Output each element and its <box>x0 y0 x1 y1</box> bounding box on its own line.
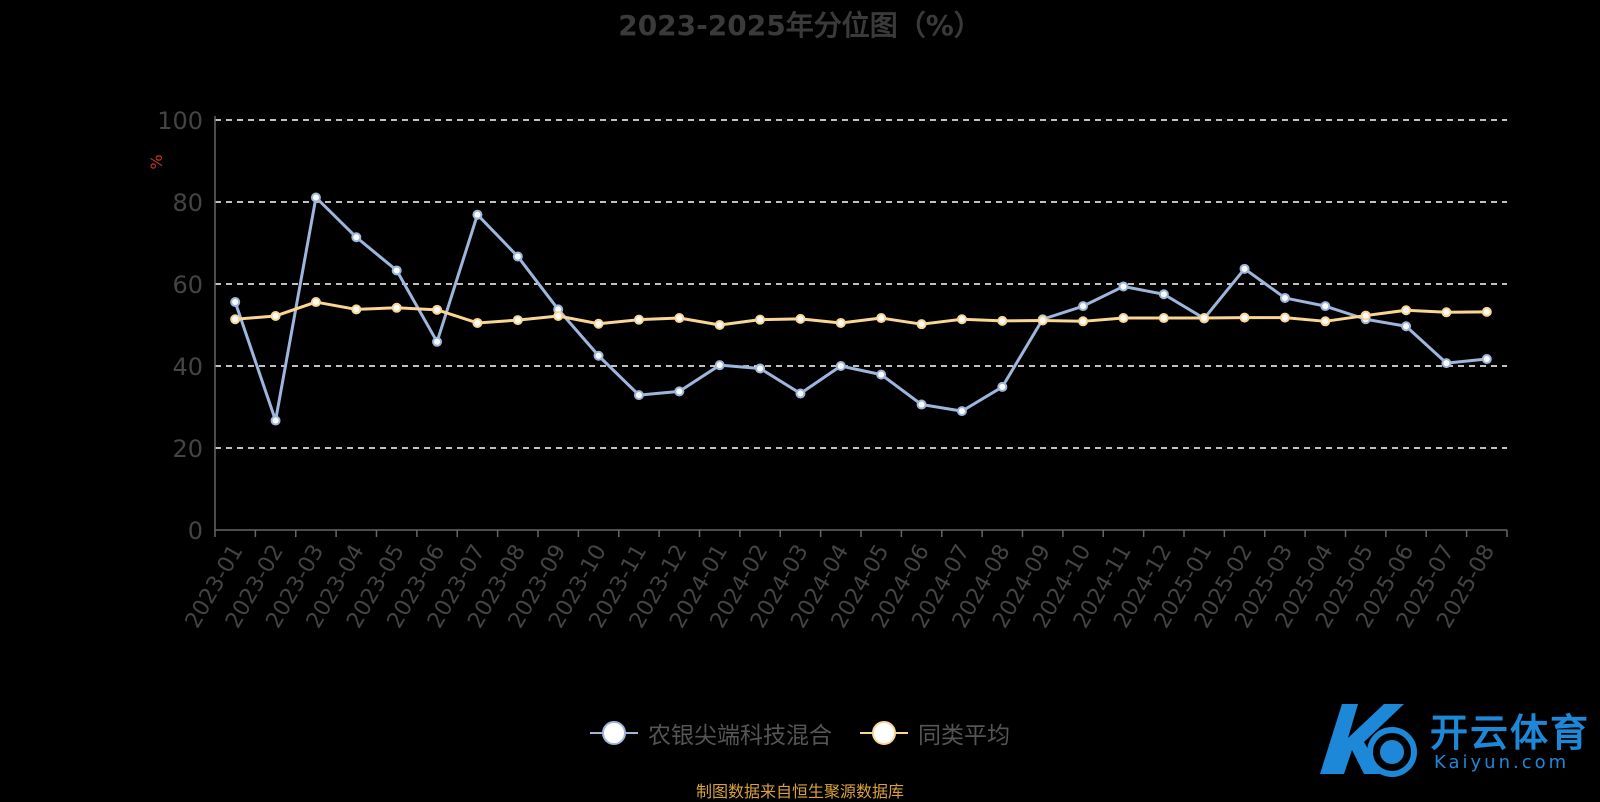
data-point <box>1118 313 1129 324</box>
data-point <box>310 297 321 308</box>
legend-item-average[interactable]: 同类平均 <box>860 716 1010 750</box>
data-point <box>714 320 725 330</box>
data-point <box>1037 315 1048 326</box>
y-axis-label: % <box>147 154 166 169</box>
data-point <box>956 406 967 417</box>
data-point <box>1320 316 1331 327</box>
data-point <box>674 313 685 324</box>
data-point <box>512 251 523 262</box>
data-point <box>593 350 604 361</box>
kaiyun-logo-icon <box>1320 704 1417 777</box>
data-point <box>230 314 241 325</box>
data-point <box>1239 312 1250 323</box>
watermark-logo: 开云体育 Kaiyun.com <box>1312 696 1592 792</box>
data-point <box>916 319 927 330</box>
data-point <box>1320 301 1331 312</box>
data-point <box>997 315 1008 326</box>
data-point <box>270 310 281 321</box>
data-point <box>1118 281 1129 292</box>
data-point <box>997 381 1008 392</box>
data-point <box>512 315 523 326</box>
data-point <box>1158 289 1169 300</box>
data-point <box>391 302 402 313</box>
watermark-domain: Kaiyun.com <box>1434 752 1570 773</box>
data-point <box>835 317 846 328</box>
data-point <box>472 209 483 220</box>
chart-title: 2023-2025年分位图（%） <box>618 9 982 42</box>
data-point <box>1239 263 1250 274</box>
legend-label-fund: 农银尖端科技混合 <box>648 723 832 749</box>
data-point <box>755 314 766 325</box>
data-point <box>432 336 443 347</box>
data-point <box>310 192 321 203</box>
legend: 农银尖端科技混合 同类平均 <box>0 716 1600 750</box>
y-tick-label: 40 <box>172 353 203 381</box>
series-line-0 <box>233 195 1487 423</box>
data-point <box>432 304 443 315</box>
data-point <box>916 399 927 410</box>
data-point <box>876 369 887 380</box>
data-point <box>1360 310 1371 321</box>
series-line-1 <box>235 300 1487 327</box>
data-point <box>1279 292 1290 303</box>
data-point <box>956 314 967 325</box>
legend-marker-icon <box>860 721 908 745</box>
data-point <box>674 386 685 397</box>
data-point <box>876 313 887 324</box>
data-point <box>795 313 806 324</box>
legend-item-fund[interactable]: 农银尖端科技混合 <box>590 716 832 750</box>
data-point <box>1441 307 1452 318</box>
data-point <box>230 297 241 308</box>
data-point <box>1441 358 1452 369</box>
legend-label-average: 同类平均 <box>918 723 1010 749</box>
data-point <box>1078 301 1089 312</box>
data-point <box>1401 321 1412 332</box>
data-point <box>1199 313 1210 324</box>
data-point <box>391 265 402 276</box>
y-tick-label: 100 <box>157 107 203 135</box>
data-point <box>351 304 362 315</box>
data-point <box>1401 305 1412 316</box>
data-point <box>472 317 483 328</box>
data-point <box>1158 313 1169 324</box>
data-point <box>1481 354 1492 365</box>
legend-marker-icon <box>590 721 638 745</box>
data-point <box>270 415 281 426</box>
watermark-name: 开云体育 <box>1430 711 1591 755</box>
y-tick-label: 20 <box>172 435 203 463</box>
data-point <box>633 390 644 401</box>
data-point <box>553 310 564 321</box>
data-point <box>1481 306 1492 317</box>
data-point <box>714 360 725 371</box>
y-tick-label: 60 <box>172 271 203 299</box>
data-point <box>593 318 604 329</box>
data-point <box>1078 316 1089 327</box>
data-point <box>633 314 644 325</box>
data-point <box>351 232 362 243</box>
data-point <box>755 363 766 374</box>
y-tick-label: 0 <box>188 517 203 545</box>
data-point <box>1279 312 1290 323</box>
data-point <box>835 361 846 371</box>
y-tick-label: 80 <box>172 189 203 217</box>
data-point <box>795 388 806 399</box>
source-note: 制图数据来自恒生聚源数据库 <box>695 782 904 801</box>
